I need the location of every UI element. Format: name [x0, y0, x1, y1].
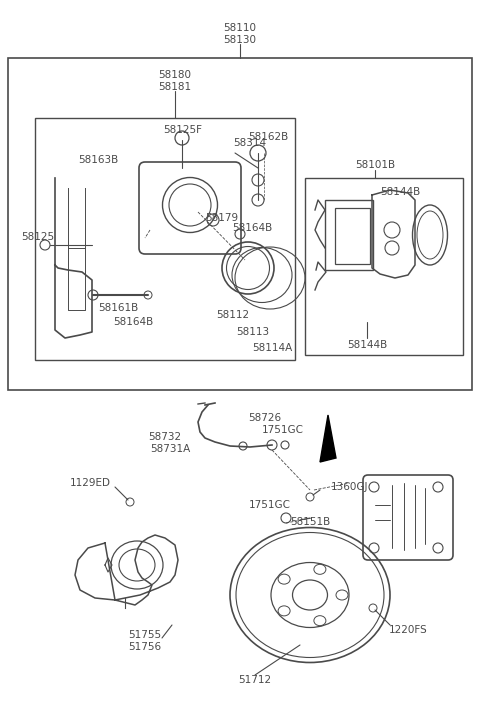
Bar — [8, 58, 472, 390]
Text: 1360GJ: 1360GJ — [331, 482, 369, 492]
Text: 51712: 51712 — [239, 675, 272, 685]
Text: 51756: 51756 — [129, 642, 162, 652]
Text: 58110: 58110 — [224, 23, 256, 33]
Text: 58726: 58726 — [249, 413, 282, 423]
Text: 1220FS: 1220FS — [389, 625, 427, 635]
Text: 58144B: 58144B — [347, 340, 387, 350]
Polygon shape — [320, 415, 336, 462]
Text: 58151B: 58151B — [290, 517, 330, 527]
Text: 58181: 58181 — [158, 82, 192, 92]
Text: 58164B: 58164B — [232, 223, 272, 233]
Text: 58314: 58314 — [233, 138, 266, 148]
Bar — [35, 118, 295, 360]
Text: 58161B: 58161B — [98, 303, 138, 313]
Text: 58162B: 58162B — [248, 132, 288, 142]
Bar — [335, 208, 370, 264]
Bar — [305, 178, 463, 355]
Text: 1751GC: 1751GC — [262, 425, 304, 435]
Text: 58144B: 58144B — [380, 187, 420, 197]
Text: 58732: 58732 — [148, 432, 181, 442]
Text: 1129ED: 1129ED — [70, 478, 110, 488]
Text: 58114A: 58114A — [252, 343, 292, 353]
Text: 58125: 58125 — [22, 232, 55, 242]
Text: 58112: 58112 — [216, 310, 250, 320]
Text: 58125F: 58125F — [164, 125, 203, 135]
Text: 58731A: 58731A — [150, 444, 190, 454]
Text: 51755: 51755 — [129, 630, 162, 640]
Text: 58113: 58113 — [237, 327, 270, 337]
Text: 58164B: 58164B — [113, 317, 153, 327]
Text: 58163B: 58163B — [78, 155, 118, 165]
Text: 1751GC: 1751GC — [249, 500, 291, 510]
Bar — [325, 200, 373, 270]
Text: 58180: 58180 — [158, 70, 192, 80]
Text: 58179: 58179 — [205, 213, 239, 223]
Text: 58130: 58130 — [224, 35, 256, 45]
Text: 58101B: 58101B — [355, 160, 395, 170]
